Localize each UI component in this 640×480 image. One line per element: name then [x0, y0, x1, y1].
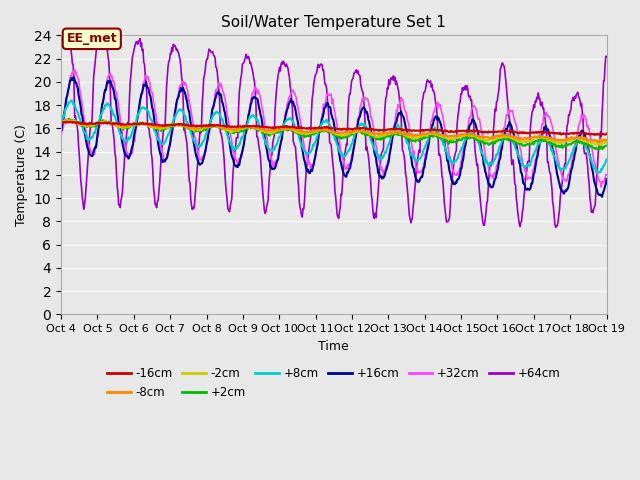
- -8cm: [179, 122, 187, 128]
- Legend: -16cm, -8cm, -2cm, +2cm, +8cm, +16cm, +32cm, +64cm: -16cm, -8cm, -2cm, +2cm, +8cm, +16cm, +3…: [102, 362, 565, 403]
- X-axis label: Time: Time: [319, 339, 349, 353]
- +8cm: [57, 118, 65, 123]
- -8cm: [603, 137, 611, 143]
- +32cm: [57, 135, 65, 141]
- +8cm: [401, 133, 408, 139]
- Line: +2cm: +2cm: [61, 119, 607, 149]
- +8cm: [179, 108, 187, 114]
- -16cm: [603, 131, 611, 136]
- -2cm: [68, 118, 76, 124]
- +8cm: [417, 156, 424, 161]
- +64cm: [68, 53, 76, 59]
- +2cm: [57, 119, 65, 124]
- +16cm: [57, 129, 65, 135]
- +32cm: [67, 72, 75, 78]
- -16cm: [179, 121, 187, 127]
- +16cm: [70, 74, 78, 80]
- -2cm: [417, 132, 424, 138]
- -16cm: [417, 128, 424, 134]
- Y-axis label: Temperature (C): Temperature (C): [15, 124, 28, 226]
- Line: -8cm: -8cm: [61, 121, 607, 142]
- -16cm: [401, 127, 408, 133]
- +8cm: [68, 97, 76, 103]
- +16cm: [67, 77, 75, 83]
- +32cm: [401, 108, 408, 113]
- -2cm: [57, 121, 65, 127]
- -8cm: [57, 120, 65, 126]
- Text: EE_met: EE_met: [67, 32, 117, 45]
- +2cm: [179, 121, 187, 127]
- +8cm: [603, 156, 611, 162]
- +2cm: [68, 118, 76, 123]
- -8cm: [593, 139, 600, 145]
- +64cm: [208, 49, 216, 55]
- Title: Soil/Water Temperature Set 1: Soil/Water Temperature Set 1: [221, 15, 446, 30]
- +16cm: [124, 154, 132, 160]
- +2cm: [65, 116, 73, 122]
- Line: +64cm: +64cm: [61, 30, 607, 228]
- +64cm: [57, 40, 65, 46]
- +32cm: [208, 108, 216, 114]
- -16cm: [63, 119, 71, 125]
- +64cm: [61, 27, 69, 33]
- -8cm: [63, 118, 70, 124]
- +2cm: [208, 123, 216, 129]
- -8cm: [417, 132, 424, 138]
- -2cm: [124, 124, 132, 130]
- +64cm: [552, 225, 559, 230]
- +2cm: [124, 124, 132, 130]
- -2cm: [603, 140, 611, 145]
- +16cm: [401, 120, 408, 125]
- +2cm: [401, 133, 408, 139]
- +32cm: [417, 169, 424, 175]
- +8cm: [595, 170, 602, 176]
- -8cm: [208, 123, 216, 129]
- -2cm: [208, 122, 216, 128]
- -16cm: [591, 132, 598, 138]
- +64cm: [417, 120, 424, 126]
- -16cm: [57, 119, 65, 125]
- +16cm: [417, 175, 424, 181]
- +8cm: [124, 136, 132, 142]
- -2cm: [598, 142, 606, 148]
- Line: +32cm: +32cm: [61, 70, 607, 187]
- +2cm: [603, 143, 611, 149]
- +32cm: [603, 172, 611, 178]
- +2cm: [417, 135, 424, 141]
- +32cm: [179, 80, 187, 85]
- -8cm: [68, 118, 76, 124]
- -2cm: [401, 132, 408, 138]
- +32cm: [71, 67, 79, 72]
- +32cm: [124, 153, 132, 158]
- -8cm: [401, 131, 408, 137]
- +64cm: [179, 98, 187, 104]
- Line: +16cm: +16cm: [61, 77, 607, 197]
- -16cm: [124, 121, 132, 127]
- +16cm: [208, 108, 216, 114]
- +8cm: [67, 98, 75, 104]
- +8cm: [208, 116, 216, 121]
- +16cm: [603, 176, 611, 182]
- -16cm: [68, 120, 76, 125]
- +64cm: [124, 120, 132, 125]
- -2cm: [179, 122, 187, 128]
- +64cm: [401, 158, 408, 164]
- -2cm: [61, 117, 69, 123]
- Line: +8cm: +8cm: [61, 100, 607, 173]
- -8cm: [124, 123, 132, 129]
- +64cm: [603, 54, 611, 60]
- Line: -16cm: -16cm: [61, 122, 607, 135]
- +32cm: [597, 184, 605, 190]
- +2cm: [594, 146, 602, 152]
- +16cm: [598, 194, 606, 200]
- Line: -2cm: -2cm: [61, 120, 607, 145]
- -16cm: [208, 122, 216, 128]
- +16cm: [179, 85, 187, 91]
